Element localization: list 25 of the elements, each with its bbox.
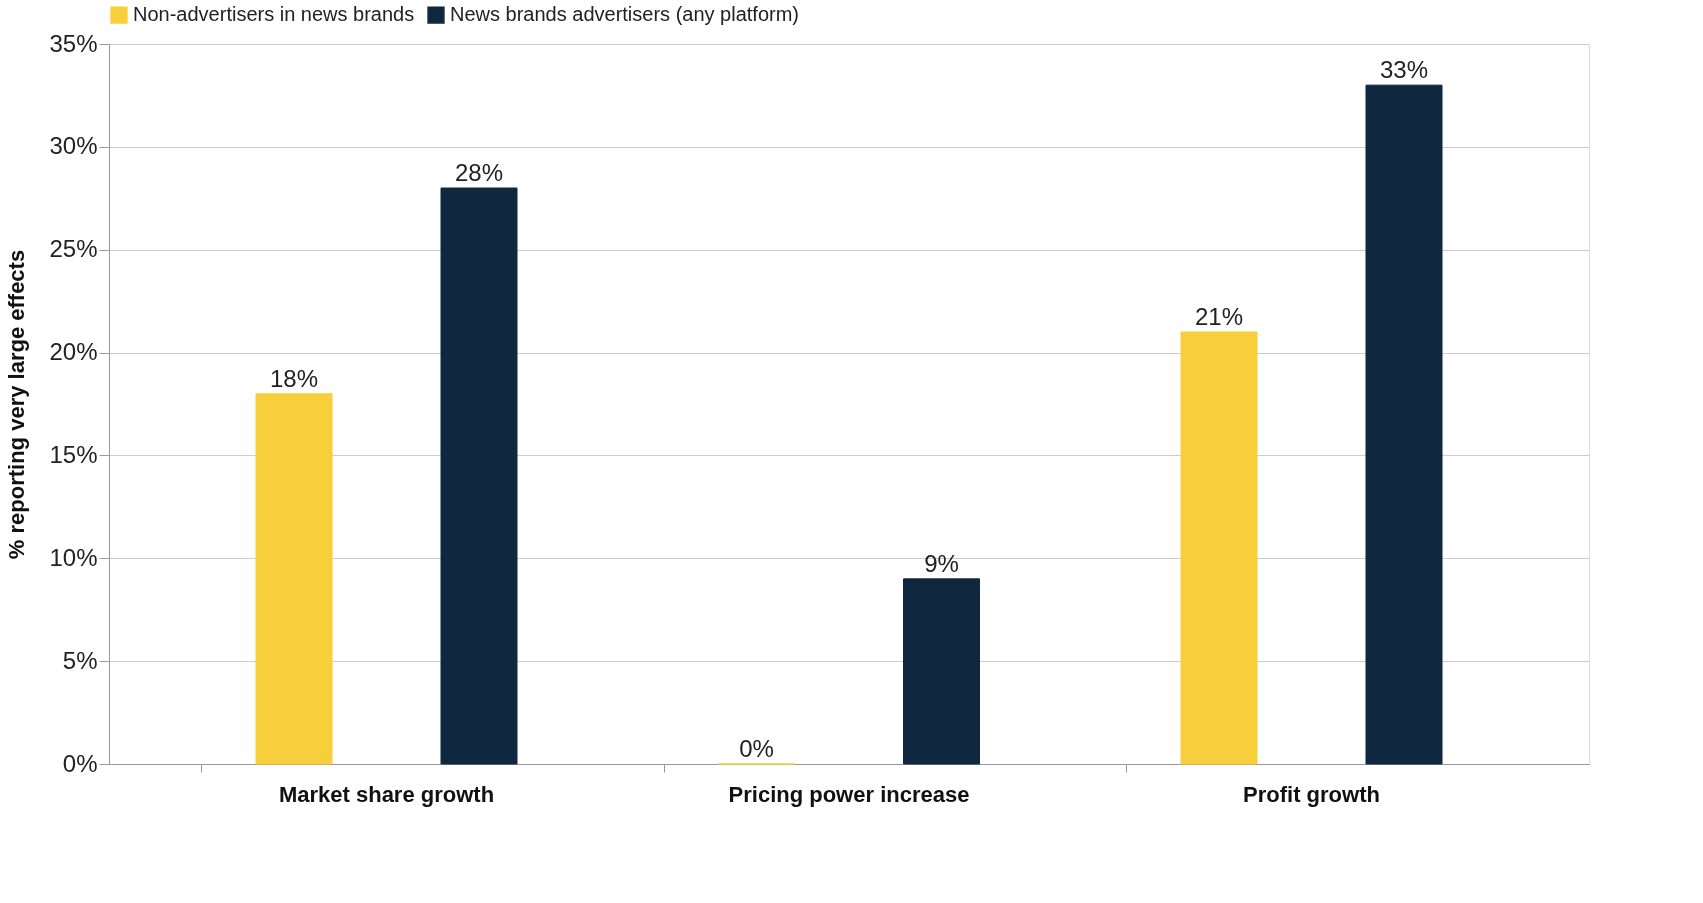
y-axis-title: % reporting very large effects bbox=[4, 249, 30, 560]
x-tick-label: Profit growth bbox=[1243, 781, 1380, 807]
data-label: 18% bbox=[269, 364, 319, 392]
bar bbox=[903, 578, 980, 765]
data-label: 0% bbox=[739, 735, 774, 762]
legend-label: News brands advertisers (any platform) bbox=[450, 3, 800, 26]
bar bbox=[255, 393, 333, 765]
data-label: 33% bbox=[1379, 56, 1429, 84]
y-tick-label: 20% bbox=[49, 338, 98, 366]
data-label: 28% bbox=[454, 159, 504, 186]
y-tick-label: 5% bbox=[62, 646, 98, 674]
y-tick-label: 30% bbox=[49, 132, 98, 160]
legend-label: Non-advertisers in news brands bbox=[133, 3, 415, 26]
x-tick-label: Market share growth bbox=[278, 781, 495, 807]
data-label: 21% bbox=[1194, 303, 1244, 330]
y-tick-label: 10% bbox=[49, 543, 98, 571]
bar bbox=[1365, 84, 1443, 765]
bar bbox=[440, 187, 518, 765]
data-label: 9% bbox=[924, 549, 959, 577]
y-tick-label: 0% bbox=[62, 749, 98, 777]
x-tick-label: Pricing power increase bbox=[728, 781, 970, 807]
bar bbox=[1180, 331, 1258, 765]
y-tick-label: 15% bbox=[49, 440, 98, 468]
y-tick-label: 35% bbox=[49, 29, 98, 57]
y-tick-label: 25% bbox=[49, 235, 98, 263]
